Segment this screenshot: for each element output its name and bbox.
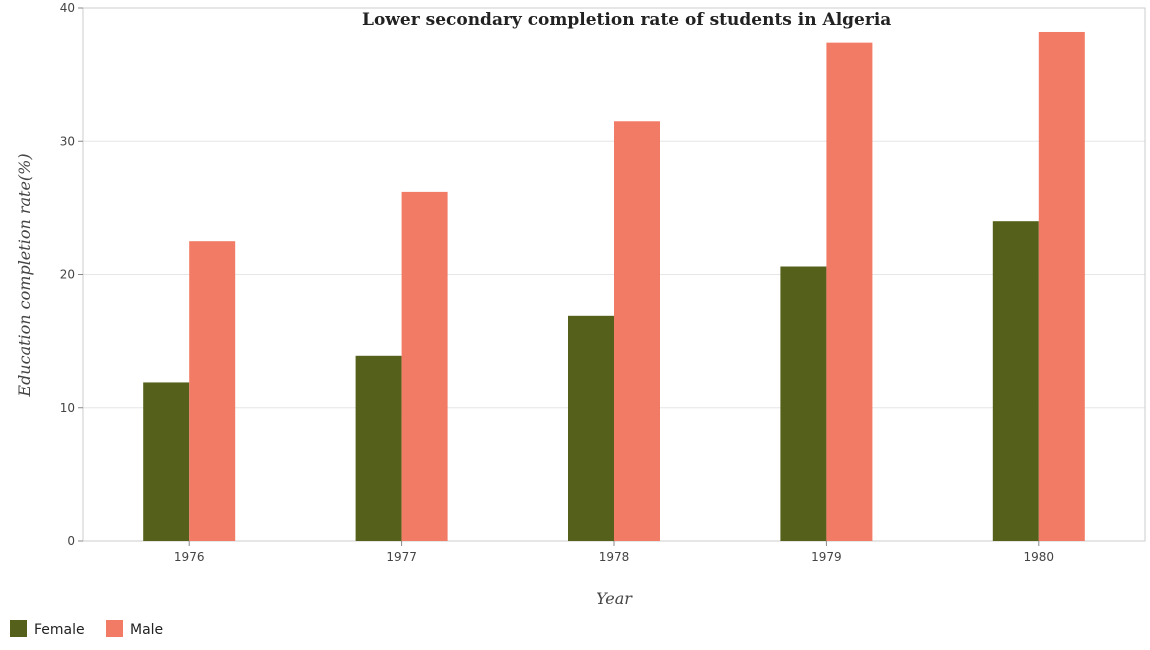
bar-male-1976 (189, 241, 236, 541)
legend-swatch-female (10, 620, 27, 637)
x-tick-label: 1978 (599, 550, 630, 564)
x-tick-label: 1979 (811, 550, 842, 564)
y-tick-label: 20 (60, 268, 75, 282)
x-tick-labels: 1976 1977 1978 1979 1980 (174, 541, 1054, 564)
x-tick-label: 1976 (174, 550, 205, 564)
bar-female-1976 (143, 382, 190, 541)
bar-female-1980 (992, 221, 1039, 541)
y-tick-label: 30 (60, 134, 75, 148)
legend-swatch-male (106, 620, 123, 637)
y-tick-labels: 0 10 20 30 40 (60, 1, 83, 548)
x-tick-label: 1977 (386, 550, 417, 564)
bar-male-1979 (826, 42, 873, 542)
bar-male-1977 (401, 191, 448, 541)
bars (143, 31, 1085, 542)
y-tick-label: 40 (60, 1, 75, 15)
legend-label-male: Male (130, 622, 163, 638)
y-tick-label: 10 (60, 401, 75, 415)
legend-label-female: Female (34, 622, 85, 638)
bar-female-1978 (568, 315, 614, 541)
y-tick-label: 0 (67, 534, 75, 548)
bar-male-1980 (1038, 31, 1085, 542)
bar-male-1978 (614, 121, 660, 541)
chart-title: Lower secondary completion rate of stude… (362, 10, 891, 30)
y-axis-label: Education completion rate(%) (15, 153, 34, 397)
bar-female-1977 (355, 355, 402, 541)
legend: Female Male (10, 620, 163, 638)
x-tick-label: 1980 (1024, 550, 1055, 564)
bar-female-1979 (780, 266, 827, 541)
x-axis-label: Year (596, 589, 633, 608)
